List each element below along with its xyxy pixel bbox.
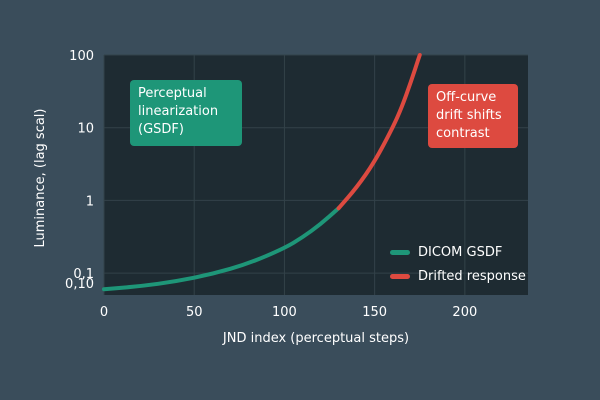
y-tick-label: 1 — [86, 194, 94, 209]
x-axis-title: JND index (perceptual steps) — [222, 331, 409, 346]
x-tick-label: 150 — [362, 305, 387, 320]
x-axis-ticks: 0 50 100 150 200 — [100, 305, 477, 320]
drift-callout: Off-curve drift shifts contrast — [428, 84, 518, 148]
x-tick-label: 200 — [452, 305, 477, 320]
y-axis-ticks: 0,100,1 1 10 100 — [65, 49, 94, 292]
y-tick-label: 100 — [69, 49, 94, 64]
series-lines — [102, 53, 422, 292]
legend-item-drift: Drifted response — [390, 264, 526, 288]
y-tick-label: 0,1 — [73, 267, 94, 282]
legend-swatch-gsdf — [390, 249, 410, 255]
legend-label-gsdf: DICOM GSDF — [418, 244, 503, 260]
y-tick-label: 0,10 — [65, 277, 94, 292]
x-tick-label: 0 — [100, 305, 108, 320]
legend-swatch-drift — [390, 273, 410, 279]
legend-item-gsdf: DICOM GSDF — [390, 240, 526, 264]
series-line-drift — [336, 53, 422, 211]
x-tick-label: 50 — [186, 305, 203, 320]
x-tick-label: 100 — [272, 305, 297, 320]
y-tick-label: 10 — [77, 122, 94, 137]
legend: DICOM GSDF Drifted response — [390, 240, 526, 288]
gsdf-callout: Perceptual linearization (GSDF) — [130, 80, 242, 146]
y-axis-title: Luminance, (lag scal) — [33, 109, 48, 248]
legend-label-drift: Drifted response — [418, 268, 526, 284]
series-line-gsdf — [102, 206, 341, 292]
